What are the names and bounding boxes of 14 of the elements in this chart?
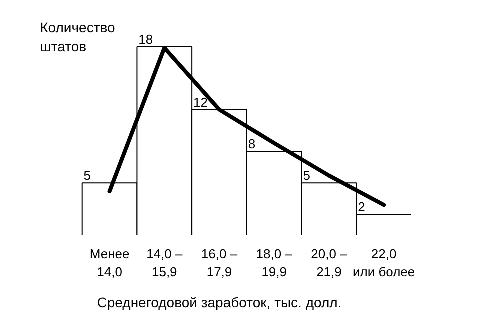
x-tick-label: 18,0 – 19,9 xyxy=(256,246,294,280)
data-label: 2 xyxy=(358,200,366,215)
x-tick-label: 14,0 – 15,9 xyxy=(146,246,184,280)
data-label: 18 xyxy=(138,32,154,47)
x-tick-label: 22,0 или более xyxy=(352,246,416,280)
data-label: 5 xyxy=(303,168,310,184)
y-axis-title: Количество штатов xyxy=(40,20,116,55)
x-tick-label: 20,0 – 21,9 xyxy=(311,246,348,280)
data-label: 12 xyxy=(194,94,208,110)
x-axis-title: Среднегодовой заработок, тыс. долл. xyxy=(97,294,342,310)
x-tick-label: Менее 14,0 xyxy=(90,246,130,280)
x-tick-label: 16,0 – 17,9 xyxy=(201,246,238,280)
data-label: 8 xyxy=(248,136,256,152)
data-label: 5 xyxy=(84,168,92,184)
